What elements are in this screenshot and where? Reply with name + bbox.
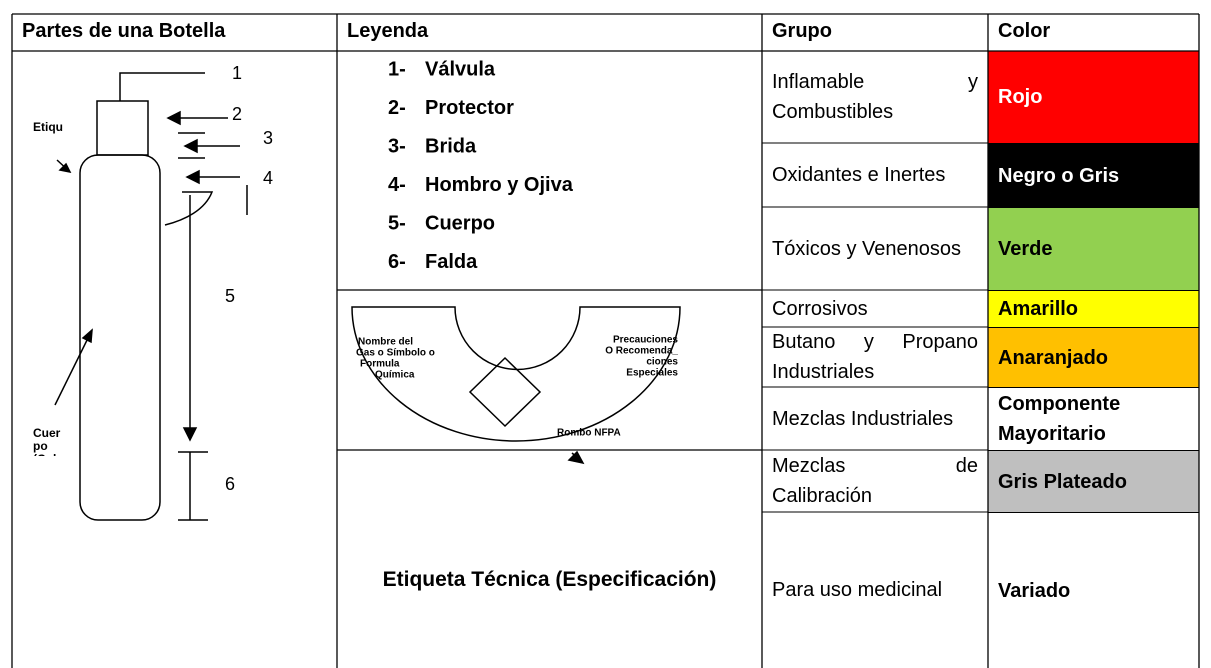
legend-label: Protector (425, 97, 514, 119)
legend-label: Cuerpo (425, 212, 495, 234)
diagram-left-text: Gas o Símbolo o (356, 348, 435, 359)
color-cell: Rojo (988, 51, 1199, 143)
legend-number: 1- (388, 58, 406, 80)
bottle-label: Cuer (33, 426, 61, 440)
legend-number: 3- (388, 135, 406, 157)
color-cell: Componente Mayoritario (988, 387, 1199, 450)
group-cell: Mezclas Industriales (772, 407, 954, 430)
diagram-right-text: ciones (646, 357, 678, 368)
group-cell: Mezclas de Calibración (772, 455, 978, 507)
legend-label: Hombro y Ojiva (425, 174, 574, 196)
legend-number: 4- (388, 174, 406, 196)
legend-label: Falda (425, 251, 478, 273)
diagram-left-text: Química (375, 370, 415, 381)
diagram-right-text: Precauciones (613, 335, 678, 346)
group-cell: Inflamable y Combustibles (772, 71, 978, 123)
legend-label: Brida (425, 135, 477, 157)
group-cell: Butano y Propano Industriales (772, 331, 978, 383)
legend-number: 2- (388, 97, 406, 119)
diagram-left-text: Nombre del (358, 337, 413, 348)
color-cell: Gris Plateado (988, 450, 1199, 512)
bottle-label: Etiqu (33, 120, 63, 134)
diagram-right-text: Especiales (626, 368, 678, 379)
column-header: Grupo (772, 20, 832, 42)
legend-number: 6- (388, 251, 406, 273)
bottle-number: 1 (232, 63, 242, 83)
color-cell: Verde (988, 207, 1199, 290)
group-cell: Oxidantes e Inertes (772, 164, 946, 186)
color-cell: Negro o Gris (988, 143, 1199, 207)
legend-number: 5- (388, 212, 406, 234)
diagram-right-text: O Recomenda_ (605, 346, 678, 357)
bottle-number: 4 (263, 168, 273, 188)
bottle-number: 6 (225, 474, 235, 494)
rhombus-label: Rombo NFPA (557, 428, 621, 439)
bottle-number: 3 (263, 128, 273, 148)
bottle-number: 5 (225, 286, 235, 306)
label-diagram (351, 306, 681, 465)
column-header: Partes de una Botella (22, 20, 226, 42)
bottle-drawing (54, 72, 248, 521)
color-cell: Anaranjado (988, 327, 1199, 387)
diagram-left-text: Formula (360, 359, 400, 370)
group-cell: Para uso medicinal (772, 579, 943, 601)
bottle-label: (Colo (33, 452, 64, 466)
grid (11, 13, 1200, 668)
column-header: Color (998, 20, 1051, 42)
color-cell: Amarillo (988, 290, 1199, 327)
bottle-label: po (33, 439, 48, 453)
group-cell: Tóxicos y Venenosos (772, 237, 961, 260)
color-cell: Variado (988, 512, 1199, 668)
bottle-number: 2 (232, 104, 242, 124)
technical-label: Etiqueta Técnica (Especificación) (382, 568, 717, 591)
column-header: Leyenda (347, 20, 429, 42)
group-cell: Corrosivos (772, 297, 868, 320)
legend-label: Válvula (425, 58, 496, 80)
